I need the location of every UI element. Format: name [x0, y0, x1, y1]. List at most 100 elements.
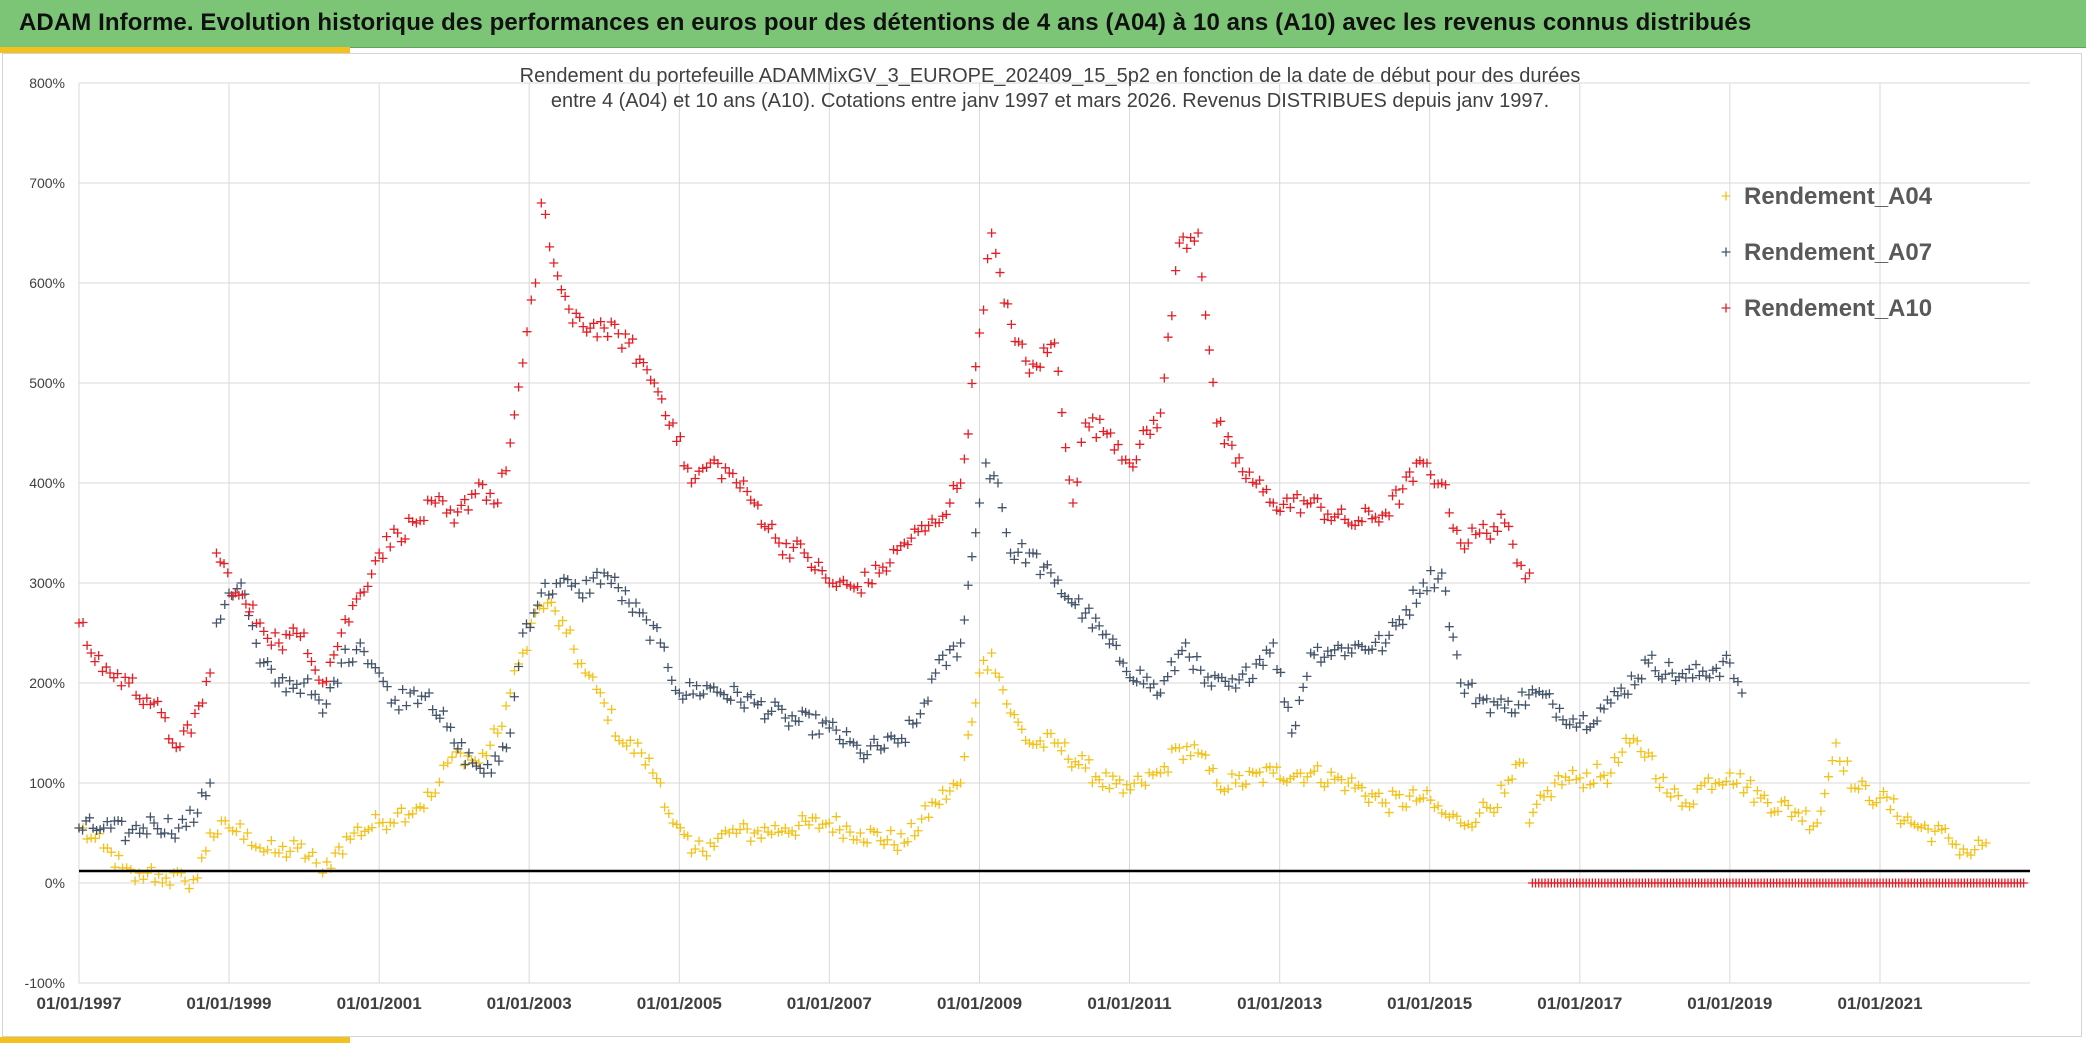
marker-rendement-a04: [679, 830, 689, 840]
marker-rendement-a10: [1128, 462, 1138, 472]
marker-rendement-a04: [835, 825, 845, 835]
marker-rendement-a04: [546, 597, 556, 607]
marker-rendement-a10: [344, 617, 354, 627]
marker-rendement-a04: [1336, 775, 1346, 785]
marker-rendement-a07: [908, 719, 918, 729]
marker-rendement-a04: [610, 731, 620, 741]
marker-rendement-a10: [1084, 422, 1094, 432]
marker-rendement-a04: [979, 655, 989, 665]
marker-rendement-a04: [852, 835, 862, 845]
marker-rendement-a10: [599, 323, 609, 333]
marker-rendement-a04: [1511, 760, 1521, 770]
marker-rendement-a10: [411, 518, 421, 528]
marker-rendement-a07: [1647, 650, 1657, 660]
marker-rendement-a07: [471, 761, 481, 771]
marker-rendement-a07: [1087, 623, 1097, 633]
marker-rendement-a10: [382, 532, 392, 542]
marker-rendement-a10: [739, 476, 749, 486]
marker-rendement-a10: [903, 540, 913, 550]
marker-rendement-a04: [886, 826, 896, 836]
marker-rendement-a07: [1467, 678, 1477, 688]
marker-rendement-a07: [1104, 639, 1114, 649]
marker-rendement-a07: [1437, 568, 1447, 578]
marker-rendement-a07: [1111, 640, 1121, 650]
marker-rendement-a04: [1666, 792, 1676, 802]
marker-rendement-a10: [393, 528, 403, 538]
marker-rendement-a07: [1181, 638, 1191, 648]
marker-rendement-a04: [1955, 850, 1965, 860]
marker-rendement-a10: [363, 581, 373, 591]
marker-rendement-a07: [310, 689, 320, 699]
marker-rendement-a10: [453, 507, 463, 517]
marker-rendement-a04: [1820, 789, 1830, 799]
marker-rendement-a07: [509, 692, 519, 702]
marker-rendement-a04: [1651, 774, 1661, 784]
marker-rendement-a10: [1091, 433, 1101, 443]
marker-rendement-a10: [1261, 485, 1271, 495]
marker-rendement-a10: [310, 665, 320, 675]
marker-rendement-a07: [1316, 657, 1326, 667]
marker-rendement-a10: [1433, 479, 1443, 489]
marker-rendement-a10: [560, 291, 570, 301]
marker-rendement-a07: [413, 698, 423, 708]
marker-rendement-a10: [1459, 544, 1469, 554]
marker-rendement-a04: [485, 740, 495, 750]
marker-rendement-a10: [306, 656, 316, 666]
marker-rendement-a04: [1673, 791, 1683, 801]
marker-rendement-a07: [807, 730, 817, 740]
marker-rendement-a10: [979, 305, 989, 315]
marker-rendement-a10: [545, 242, 555, 252]
marker-rendement-a10: [1292, 490, 1302, 500]
marker-rendement-a04: [353, 822, 363, 832]
marker-rendement-a10: [456, 500, 466, 510]
marker-rendement-a10: [717, 474, 727, 484]
x-tick-label: 01/01/2013: [1237, 994, 1322, 1013]
marker-rendement-a04: [423, 787, 433, 797]
marker-rendement-a07: [900, 737, 910, 747]
marker-rendement-a07: [631, 598, 641, 608]
y-tick-label: 500%: [29, 375, 65, 391]
marker-rendement-a07: [655, 638, 665, 648]
marker-rendement-a04: [1981, 838, 1991, 848]
marker-rendement-a07: [1643, 658, 1653, 668]
marker-rendement-a10: [1204, 345, 1214, 355]
marker-rendement-a07: [85, 813, 95, 823]
marker-rendement-a10: [603, 332, 613, 342]
marker-rendement-a04: [1827, 756, 1837, 766]
marker-rendement-a10: [1189, 236, 1199, 246]
chart-title-line: entre 4 (A04) et 10 ans (A10). Cotations…: [551, 90, 1549, 112]
x-tick-label: 01/01/2009: [937, 994, 1022, 1013]
marker-rendement-a04: [411, 803, 421, 813]
marker-rendement-a07: [1657, 674, 1667, 684]
legend-marker: [1721, 247, 1731, 257]
marker-rendement-a10: [400, 534, 410, 544]
marker-rendement-a10: [1244, 467, 1254, 477]
marker-rendement-a10: [1492, 526, 1502, 536]
marker-rendement-a07: [1046, 568, 1056, 578]
marker-rendement-a10: [568, 318, 578, 328]
marker-rendement-a04: [1374, 788, 1384, 798]
marker-rendement-a04: [1927, 836, 1937, 846]
marker-rendement-a04: [1749, 797, 1759, 807]
marker-rendement-a04: [683, 831, 693, 841]
marker-rendement-a10: [810, 565, 820, 575]
marker-rendement-a07: [1637, 674, 1647, 684]
marker-rendement-a07: [1381, 638, 1391, 648]
marker-rendement-a04: [1039, 742, 1049, 752]
marker-rendement-a04: [845, 827, 855, 837]
marker-rendement-a04: [1186, 751, 1196, 761]
marker-rendement-a07: [852, 740, 862, 750]
marker-rendement-a10: [149, 698, 159, 708]
marker-rendement-a10: [596, 317, 606, 327]
marker-rendement-a10: [190, 709, 200, 719]
marker-rendement-a07: [729, 681, 739, 691]
marker-rendement-a04: [1234, 771, 1244, 781]
marker-rendement-a07: [475, 763, 485, 773]
marker-rendement-a10: [164, 734, 174, 744]
marker-rendement-a10: [1241, 474, 1251, 484]
marker-rendement-a10: [86, 648, 96, 658]
header-banner: ADAM Informe. Evolution historique des p…: [0, 0, 2086, 48]
marker-rendement-a04: [404, 810, 414, 820]
marker-rendement-a07: [1203, 672, 1213, 682]
marker-rendement-a04: [1101, 768, 1111, 778]
